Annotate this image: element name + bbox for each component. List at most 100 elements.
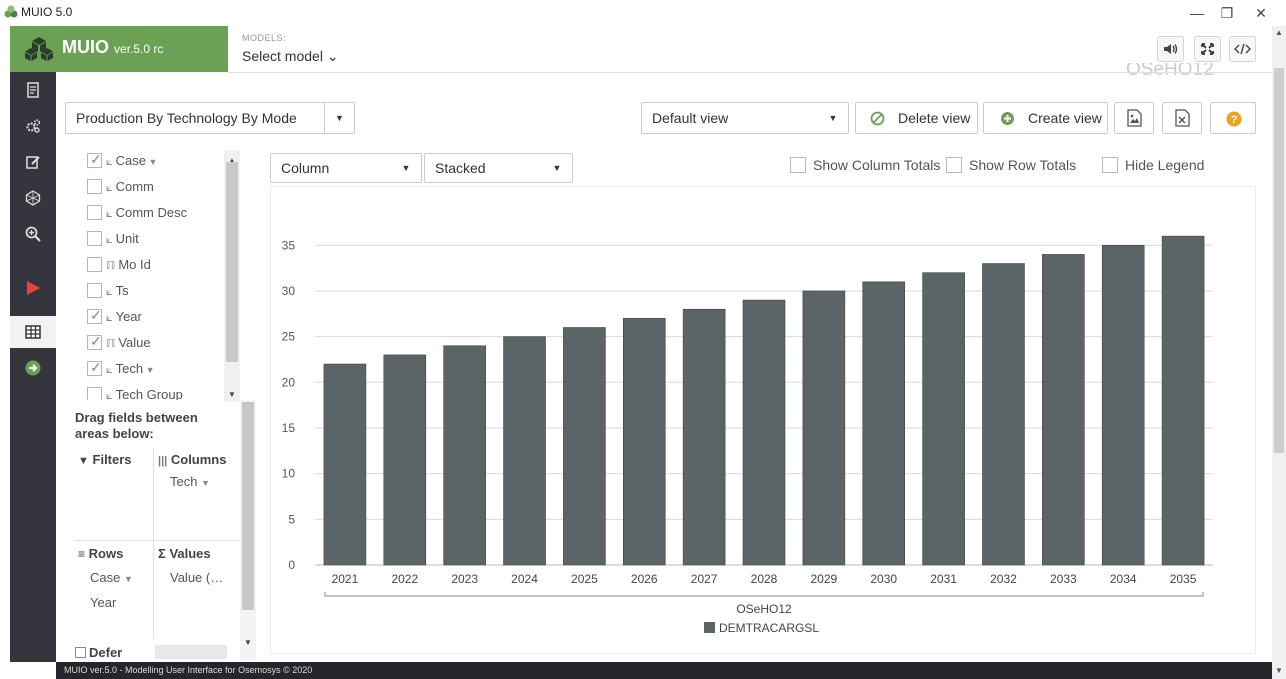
document-icon [27,82,39,98]
show-column-totals-checkbox[interactable] [790,157,806,173]
scroll-up-arrow-icon[interactable]: ▲ [1275,28,1283,37]
nav-item-run[interactable] [10,272,56,304]
filter-icon[interactable]: ▼ [123,574,133,584]
code-button[interactable] [1229,36,1256,62]
chart-type-select[interactable]: Column ▼ [270,153,422,183]
show-row-totals-checkbox[interactable] [946,157,962,173]
hide-legend-checkbox[interactable] [1102,157,1118,173]
field-label: Tech Group [115,387,183,400]
play-icon [27,281,40,295]
scroll-down-arrow-icon[interactable]: ▼ [244,638,252,647]
scroll-down-arrow-icon[interactable]: ▼ [228,390,236,399]
sound-button[interactable] [1157,36,1184,62]
field-text: ⟀ Comm Desc [106,205,187,221]
bar[interactable] [682,308,726,566]
nav-item-edit[interactable] [10,146,56,178]
delete-view-button[interactable]: Delete view [855,102,978,134]
field-checkbox[interactable] [87,283,102,298]
defer-checkbox[interactable]: Defer [75,645,122,660]
defer-checkbox-box[interactable] [75,647,86,658]
x-tick-label: 2024 [511,572,538,586]
field-list-scrollbar[interactable]: ▲ ▼ [224,150,240,402]
chart-panel: 0 5 10 15 20 25 30 35 2021 2022 2023 2024 2025 2026 20… [270,186,1256,654]
scroll-down-arrow-icon[interactable]: ▼ [1275,666,1283,675]
sigma-icon: Σ [158,546,166,561]
maximize-button[interactable]: ❐ [1220,5,1234,21]
field-list-scrollbar-thumb[interactable] [226,162,238,362]
nav-item-document[interactable] [10,74,56,106]
y-tick-label: 20 [282,375,296,389]
field-label: Case [115,153,146,168]
page-scrollbar[interactable]: ▲ ▼ [1272,26,1286,679]
brand-header[interactable]: MUIO ver.5.0 rc [10,26,228,72]
page-scrollbar-thumb[interactable] [1274,68,1284,453]
field-checkbox[interactable] [87,179,102,194]
help-button[interactable]: ? [1210,102,1256,134]
scroll-up-arrow-icon[interactable]: ▲ [228,156,236,165]
rows-area-item[interactable]: Year [90,595,117,610]
view-select[interactable]: Default view ▼ [641,102,849,134]
filter-icon[interactable]: ▼ [143,365,155,375]
legend-swatch[interactable] [704,622,715,633]
close-button[interactable]: ✕ [1255,5,1267,21]
field-checkbox[interactable] [87,333,102,350]
legend-label[interactable]: DEMTRACARGSL [719,621,819,635]
filter-icon[interactable]: ▼ [145,157,158,167]
export-image-button[interactable] [1114,102,1154,134]
model-select[interactable]: Select model ⌄ [242,48,339,64]
bar[interactable] [563,327,606,566]
left-panel-scrollbar-thumb[interactable] [242,402,254,610]
field-checkbox[interactable] [87,307,102,324]
field-text: ℿ Mo Id [106,257,151,272]
models-label: MODELS: [242,33,287,43]
field-text: ⟀ Comm [106,179,154,195]
bar[interactable] [383,354,427,566]
y-tick-label: 10 [282,467,296,481]
dimension-icon: ⟀ [106,390,113,400]
bar[interactable] [982,263,1025,566]
bar[interactable] [862,281,906,566]
bar[interactable] [1161,235,1205,566]
delete-view-label: Delete view [898,110,971,126]
field-text: ⟀ Tech ▼ [106,361,154,377]
expand-icon [1201,43,1214,55]
field-checkbox[interactable] [87,151,102,168]
nav-item-network[interactable] [10,182,56,214]
group-bracket [324,592,1204,597]
field-checkbox[interactable] [87,231,102,246]
update-button[interactable] [155,645,227,659]
bar[interactable] [323,363,367,566]
columns-area-item[interactable]: Tech ▼ [170,474,211,489]
field-checkbox[interactable] [87,359,102,376]
bar[interactable] [1101,244,1145,566]
bar[interactable] [1042,254,1085,566]
bar[interactable] [503,336,546,566]
stack-mode-select[interactable]: Stacked ▼ [424,153,573,183]
fullscreen-button[interactable] [1194,36,1221,62]
nav-item-settings[interactable] [10,110,56,142]
rows-area-item[interactable]: Case ▼ [90,570,133,585]
bar[interactable] [922,272,965,566]
field-checkbox[interactable] [87,257,102,272]
x-tick-label: 2026 [631,572,658,586]
create-view-button[interactable]: Create view [983,102,1108,134]
cubes-logo-icon [25,37,53,61]
export-excel-button[interactable] [1162,102,1202,134]
field-checkbox[interactable] [87,205,102,220]
bar[interactable] [622,318,666,566]
field-label: Value [118,335,151,350]
field-checkbox[interactable] [87,387,102,400]
values-area-item[interactable]: Value (… [170,570,224,585]
filter-icon[interactable]: ▼ [201,478,211,488]
nav-item-next[interactable] [10,352,56,384]
x-tick-label: 2029 [811,572,838,586]
nav-item-pivot[interactable] [10,316,56,348]
nav-item-search[interactable] [10,218,56,250]
bar[interactable] [443,345,486,566]
bar[interactable] [802,290,846,566]
field-text: ⟀ Unit [106,231,139,247]
bar[interactable] [742,299,786,566]
result-parameter-select[interactable]: Production By Technology By Mode ▼ [65,102,355,134]
minimize-button[interactable]: — [1190,5,1204,21]
left-panel-scrollbar[interactable]: ▼ [240,400,256,660]
